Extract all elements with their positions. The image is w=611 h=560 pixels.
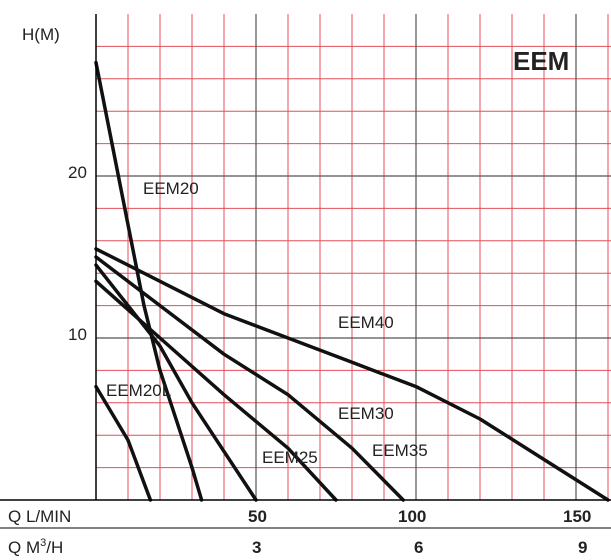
x-row-label-m3h: Q M3/H bbox=[8, 537, 63, 557]
x-row-label-m3h-sup: 3 bbox=[40, 537, 46, 549]
x-tick-label-3: 3 bbox=[252, 538, 261, 557]
x-tick-label-9: 9 bbox=[578, 538, 587, 557]
x-row-label-m3h-tail: /H bbox=[46, 538, 63, 557]
label-eem40: EEM40 bbox=[338, 313, 394, 332]
label-eem20l: EEM20L bbox=[106, 381, 171, 400]
label-eem20: EEM20 bbox=[143, 179, 199, 198]
label-eem35: EEM35 bbox=[372, 441, 428, 460]
label-eem25: EEM25 bbox=[262, 448, 318, 467]
y-tick-label-10: 10 bbox=[68, 325, 87, 344]
label-eem30: EEM30 bbox=[338, 404, 394, 423]
chart-grid bbox=[96, 14, 611, 500]
y-tick-label-20: 20 bbox=[68, 163, 87, 182]
x-tick-label-150: 150 bbox=[563, 507, 591, 526]
chart-curves bbox=[94, 60, 610, 502]
x-tick-label-100: 100 bbox=[398, 507, 426, 526]
curve-eem20 bbox=[94, 60, 204, 502]
curve-eem25 bbox=[94, 263, 258, 502]
curve-eem20l bbox=[94, 384, 153, 502]
x-tick-label-6: 6 bbox=[414, 538, 423, 557]
x-tick-label-50: 50 bbox=[248, 507, 267, 526]
x-row-label-lmin: Q L/MIN bbox=[8, 507, 71, 526]
chart-title: EEM bbox=[513, 46, 569, 76]
y-axis-label: H(M) bbox=[22, 25, 60, 44]
x-row-label-m3h-main: Q M bbox=[8, 538, 40, 557]
curve-eem40 bbox=[94, 247, 610, 502]
curve-eem35 bbox=[94, 255, 405, 502]
